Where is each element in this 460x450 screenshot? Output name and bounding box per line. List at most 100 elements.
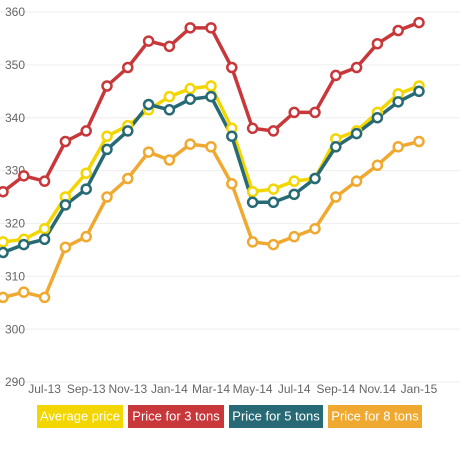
point — [0, 246, 9, 259]
point — [413, 85, 425, 98]
point — [184, 93, 196, 105]
point — [18, 286, 30, 298]
legend-label: Price for 5 tons — [232, 408, 320, 423]
point — [38, 222, 51, 235]
point — [288, 175, 300, 187]
point — [205, 90, 217, 103]
legend-swatch — [328, 405, 422, 428]
x-tick-label: Nov-13 — [108, 382, 147, 396]
legend-swatch — [229, 405, 323, 428]
point — [142, 98, 155, 111]
point — [330, 69, 342, 82]
point — [267, 125, 280, 137]
point — [226, 178, 238, 190]
x-tick-label: May-14 — [233, 382, 273, 396]
point — [80, 183, 92, 195]
point — [163, 40, 176, 53]
point — [122, 172, 134, 185]
point — [371, 111, 384, 124]
point — [38, 175, 51, 187]
y-tick-label: 320 — [5, 217, 25, 231]
point — [371, 159, 384, 172]
x-tick-label: Sep-14 — [316, 382, 355, 396]
point — [142, 35, 155, 47]
point — [330, 191, 342, 203]
series-line — [2, 89, 420, 255]
x-tick-label: Jul-14 — [278, 382, 311, 396]
point — [246, 185, 259, 198]
point — [59, 199, 72, 211]
point — [80, 167, 92, 179]
point — [0, 185, 9, 198]
point — [267, 183, 280, 195]
x-tick-label: Jan-15 — [401, 382, 438, 396]
point — [413, 135, 425, 148]
point — [101, 143, 113, 156]
point — [205, 141, 217, 153]
point — [350, 127, 363, 140]
point — [350, 175, 363, 187]
legend-swatch — [128, 405, 224, 428]
point — [267, 238, 280, 251]
y-tick-label: 300 — [5, 322, 25, 336]
point — [288, 106, 300, 119]
point — [205, 80, 217, 92]
point — [226, 130, 238, 142]
point — [246, 122, 259, 135]
point — [122, 125, 134, 137]
point — [267, 196, 280, 209]
y-tick-label: 360 — [5, 5, 25, 19]
legend-label: Price for 3 tons — [132, 408, 220, 423]
point — [184, 82, 196, 95]
x-tick-label: Jan-14 — [151, 382, 188, 396]
point — [142, 146, 155, 158]
point — [38, 291, 51, 304]
y-tick-label: 310 — [5, 269, 25, 283]
point — [288, 188, 300, 201]
series-line — [2, 139, 420, 300]
point — [18, 238, 30, 251]
x-tick-label: Mar-14 — [192, 382, 230, 396]
series-line — [2, 84, 420, 244]
x-tick-label: Jul-13 — [28, 382, 61, 396]
point — [184, 138, 196, 150]
point — [80, 125, 92, 137]
point — [371, 37, 384, 50]
series-line — [1, 20, 420, 194]
point — [309, 106, 321, 119]
point — [184, 22, 196, 34]
point — [0, 291, 9, 304]
point — [309, 222, 321, 235]
point — [163, 90, 176, 103]
point — [122, 61, 134, 74]
x-tick-label: Sep-13 — [67, 382, 106, 396]
point — [163, 154, 176, 166]
point — [18, 170, 30, 182]
point — [101, 191, 113, 203]
point — [413, 16, 425, 29]
point — [101, 80, 113, 92]
point — [392, 141, 404, 153]
point — [80, 230, 92, 243]
point — [163, 104, 176, 116]
y-tick-label: 350 — [5, 58, 25, 72]
point — [350, 61, 363, 74]
legend-label: Average price — [40, 408, 120, 423]
point — [246, 236, 259, 248]
point — [101, 130, 113, 142]
x-tick-label: Nov.14 — [359, 382, 396, 396]
point — [288, 230, 300, 243]
point — [59, 135, 72, 148]
point — [392, 24, 404, 37]
point — [59, 241, 72, 253]
point — [246, 196, 259, 209]
point — [226, 61, 238, 74]
y-tick-label: 340 — [5, 111, 25, 125]
point — [392, 96, 404, 108]
legend-swatch — [37, 405, 123, 428]
point — [330, 141, 342, 153]
point — [38, 233, 51, 246]
point — [309, 172, 321, 185]
y-tick-label: 290 — [5, 375, 25, 389]
